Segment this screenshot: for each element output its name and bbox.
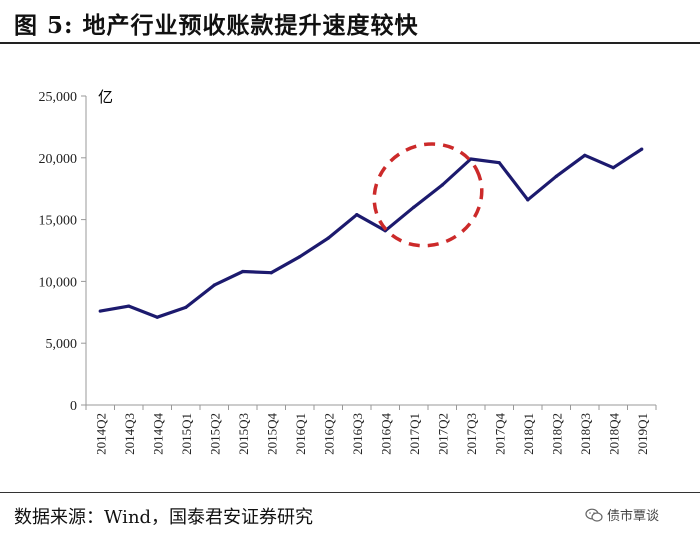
y-tick-label: 20,000 bbox=[39, 152, 78, 167]
y-tick-label: 0 bbox=[70, 399, 77, 414]
data-point bbox=[440, 183, 444, 187]
x-tick-label: 2014Q4 bbox=[150, 413, 165, 455]
data-point bbox=[583, 153, 587, 157]
x-tick-label: 2015Q4 bbox=[264, 413, 279, 455]
data-point bbox=[212, 283, 216, 287]
x-tick-label: 2015Q1 bbox=[179, 413, 194, 455]
annotation-layer bbox=[372, 142, 484, 248]
y-axis-ticks: 0 5,000 10,000 15,000 20,000 25,000 bbox=[39, 90, 86, 414]
title-bar: 图 5: 地产行业预收账款提升速度较快 bbox=[0, 0, 700, 44]
highlight-ellipse bbox=[372, 142, 484, 248]
data-point bbox=[611, 166, 615, 170]
data-source: 数据来源：Wind，国泰君安证券研究 bbox=[14, 507, 314, 528]
data-point bbox=[412, 205, 416, 209]
x-tick-label: 2016Q1 bbox=[293, 413, 308, 455]
data-point bbox=[554, 174, 558, 178]
data-point bbox=[355, 213, 359, 217]
x-tick-label: 2015Q3 bbox=[236, 413, 251, 455]
data-point bbox=[640, 147, 644, 151]
data-point bbox=[526, 198, 530, 202]
y-tick-label: 5,000 bbox=[46, 337, 78, 352]
data-point bbox=[241, 269, 245, 274]
y-axis-unit-label: 亿 bbox=[98, 89, 113, 106]
x-tick-label: 2018Q1 bbox=[521, 413, 536, 455]
watermark-text: 债市覃谈 bbox=[607, 509, 660, 524]
y-tick-label: 25,000 bbox=[39, 90, 78, 105]
footer-divider bbox=[0, 492, 700, 493]
x-tick-label: 2016Q3 bbox=[350, 413, 365, 455]
data-point bbox=[127, 304, 131, 308]
chart-axes bbox=[85, 96, 656, 406]
data-point bbox=[298, 255, 302, 259]
x-tick-label: 2017Q3 bbox=[464, 413, 479, 455]
watermark: 债市覃谈 bbox=[585, 505, 659, 524]
x-tick-label: 2018Q4 bbox=[606, 413, 621, 455]
data-point bbox=[497, 161, 501, 165]
data-point bbox=[269, 271, 273, 275]
y-tick-label: 10,000 bbox=[39, 275, 78, 290]
data-point bbox=[98, 309, 102, 313]
data-point bbox=[326, 236, 330, 240]
x-tick-label: 2017Q2 bbox=[435, 413, 450, 455]
x-tick-label: 2016Q2 bbox=[321, 413, 336, 455]
data-point bbox=[184, 305, 188, 309]
chart-title: 图 5: 地产行业预收账款提升速度较快 bbox=[14, 12, 419, 39]
x-tick-label: 2016Q4 bbox=[378, 413, 393, 455]
x-tick-label: 2014Q3 bbox=[122, 413, 137, 455]
series-layer bbox=[98, 147, 644, 319]
x-tick-label: 2018Q2 bbox=[549, 413, 564, 455]
data-point bbox=[155, 315, 159, 319]
x-tick-label: 2018Q3 bbox=[578, 413, 593, 455]
series-line bbox=[100, 147, 643, 319]
x-tick-label: 2014Q2 bbox=[93, 413, 108, 455]
x-axis-ticks: 2014Q2 2014Q3 2014Q4 2015Q1 2015Q2 2015Q3 2015… bbox=[85, 405, 657, 455]
wechat-icon bbox=[585, 508, 603, 522]
x-tick-label: 2019Q1 bbox=[635, 413, 650, 455]
x-tick-label: 2017Q1 bbox=[407, 413, 422, 455]
x-tick-label: 2017Q4 bbox=[492, 413, 507, 455]
y-tick-label: 15,000 bbox=[39, 214, 78, 229]
x-tick-label: 2015Q2 bbox=[207, 413, 222, 455]
